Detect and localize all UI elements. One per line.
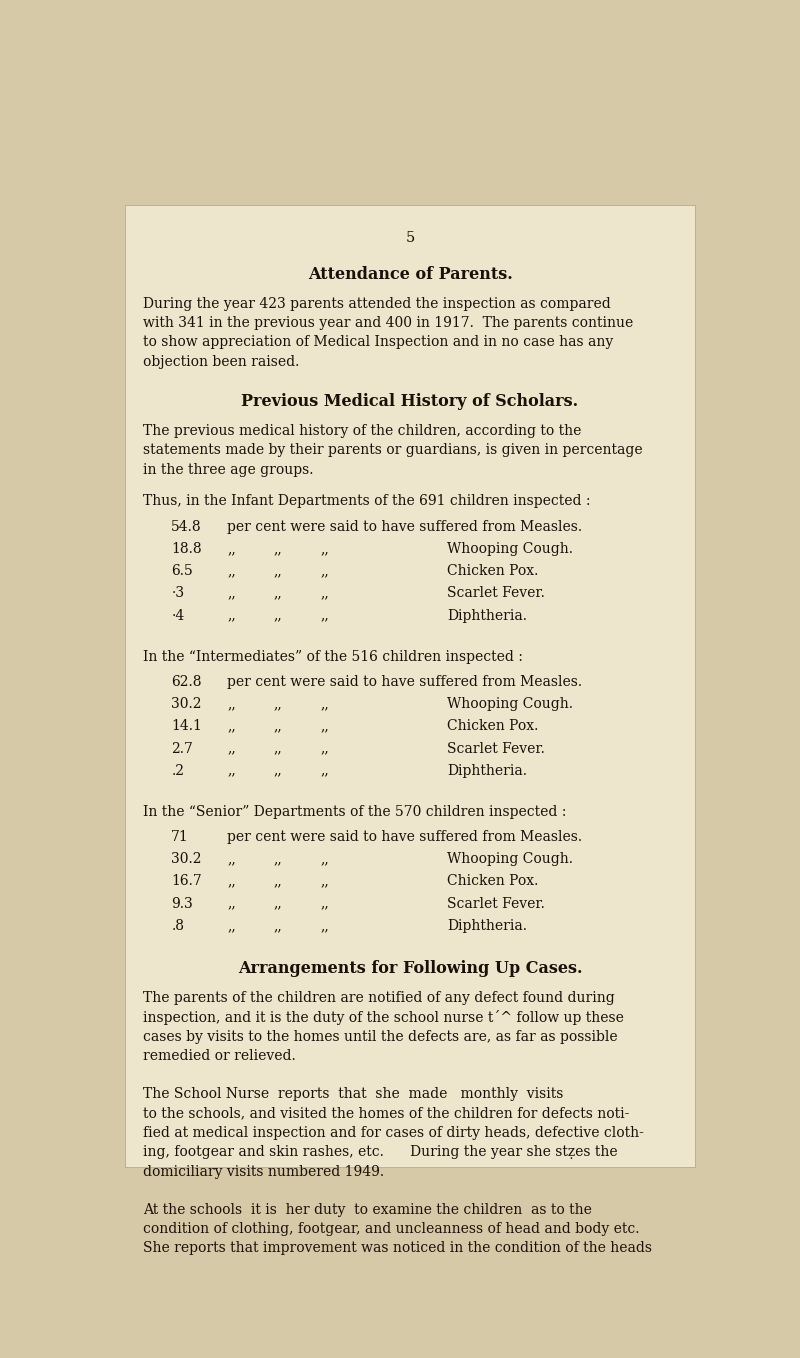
Text: ,,: ,, [227,896,236,911]
Text: ,,: ,, [320,741,329,755]
Text: ing, footgear and skin rashes, etc.      During the year she stẓes the: ing, footgear and skin rashes, etc. Duri… [143,1145,618,1160]
Text: Previous Medical History of Scholars.: Previous Medical History of Scholars. [242,392,578,410]
Text: per cent were said to have suffered from Measles.: per cent were said to have suffered from… [227,520,582,534]
Text: condition of clothing, footgear, and uncleanness of head and body etc.: condition of clothing, footgear, and unc… [143,1222,640,1236]
Text: 18.8: 18.8 [171,542,202,555]
Text: ,,: ,, [227,919,236,933]
Text: Thus, in the Infant Departments of the 691 children inspected :: Thus, in the Infant Departments of the 6… [143,494,591,508]
Text: ,,: ,, [320,720,329,733]
Text: 16.7: 16.7 [171,875,202,888]
Text: ,,: ,, [274,875,282,888]
Text: 30.2: 30.2 [171,853,202,866]
Text: in the three age groups.: in the three age groups. [143,463,314,477]
Text: ,,: ,, [274,608,282,622]
Text: objection been raised.: objection been raised. [143,354,300,369]
Text: ,,: ,, [320,697,329,712]
Text: ,,: ,, [320,608,329,622]
Text: to show appreciation of Medical Inspection and in no case has any: to show appreciation of Medical Inspecti… [143,335,614,349]
Text: 2.7: 2.7 [171,741,193,755]
Text: The School Nurse  reports  that  she  made   monthly  visits: The School Nurse reports that she made m… [143,1088,564,1101]
Text: ,,: ,, [227,542,236,555]
Text: Scarlet Fever.: Scarlet Fever. [447,896,545,911]
Text: Scarlet Fever.: Scarlet Fever. [447,741,545,755]
Text: ,,: ,, [274,853,282,866]
Text: 30.2: 30.2 [171,697,202,712]
Text: 5: 5 [406,231,414,244]
Text: Attendance of Parents.: Attendance of Parents. [308,266,512,282]
Text: ,,: ,, [227,875,236,888]
Text: ,,: ,, [274,919,282,933]
Text: ,,: ,, [227,587,236,600]
Text: ,,: ,, [274,587,282,600]
Text: cases by visits to the homes until the defects are, as far as possible: cases by visits to the homes until the d… [143,1029,618,1044]
Text: per cent were said to have suffered from Measles.: per cent were said to have suffered from… [227,675,582,689]
Text: ,,: ,, [320,875,329,888]
Text: Scarlet Fever.: Scarlet Fever. [447,587,545,600]
Text: inspection, and it is the duty of the school nurse t´^ follow up these: inspection, and it is the duty of the sc… [143,1010,624,1025]
Text: The previous medical history of the children, according to the: The previous medical history of the chil… [143,424,582,437]
Text: remedied or relieved.: remedied or relieved. [143,1048,296,1063]
Text: 6.5: 6.5 [171,564,193,579]
Text: ,,: ,, [227,608,236,622]
Text: In the “Senior” Departments of the 570 children inspected :: In the “Senior” Departments of the 570 c… [143,805,566,819]
Text: 9.3: 9.3 [171,896,193,911]
Text: ,,: ,, [227,763,236,778]
Text: ,,: ,, [274,896,282,911]
Text: .2: .2 [171,763,184,778]
Text: ,,: ,, [320,896,329,911]
FancyBboxPatch shape [125,205,695,1167]
Text: Diphtheria.: Diphtheria. [447,919,527,933]
Text: ,,: ,, [320,564,329,579]
Text: ,,: ,, [227,564,236,579]
Text: fied at medical inspection and for cases of dirty heads, defective cloth-: fied at medical inspection and for cases… [143,1126,644,1139]
Text: Whooping Cough.: Whooping Cough. [447,542,573,555]
Text: statements made by their parents or guardians, is given in percentage: statements made by their parents or guar… [143,443,643,458]
Text: The parents of the children are notified of any defect found during: The parents of the children are notified… [143,991,615,1005]
Text: ,,: ,, [274,720,282,733]
Text: ,,: ,, [274,763,282,778]
Text: Whooping Cough.: Whooping Cough. [447,697,573,712]
Text: Whooping Cough.: Whooping Cough. [447,853,573,866]
Text: ,,: ,, [320,853,329,866]
Text: 62.8: 62.8 [171,675,202,689]
Text: Chicken Pox.: Chicken Pox. [447,720,538,733]
Text: Diphtheria.: Diphtheria. [447,608,527,622]
Text: 14.1: 14.1 [171,720,202,733]
Text: ·4: ·4 [171,608,185,622]
Text: with 341 in the previous year and 400 in 1917.  The parents continue: with 341 in the previous year and 400 in… [143,316,634,330]
Text: ·3: ·3 [171,587,185,600]
Text: ,,: ,, [274,741,282,755]
Text: ,,: ,, [274,697,282,712]
Text: During the year 423 parents attended the inspection as compared: During the year 423 parents attended the… [143,296,611,311]
Text: Chicken Pox.: Chicken Pox. [447,875,538,888]
Text: to the schools, and visited the homes of the children for defects noti-: to the schools, and visited the homes of… [143,1107,630,1120]
Text: At the schools  it is  her duty  to examine the children  as to the: At the schools it is her duty to examine… [143,1203,592,1217]
Text: 54.8: 54.8 [171,520,202,534]
Text: ,,: ,, [227,741,236,755]
Text: Arrangements for Following Up Cases.: Arrangements for Following Up Cases. [238,960,582,976]
Text: ,,: ,, [274,564,282,579]
Text: .8: .8 [171,919,184,933]
Text: ,,: ,, [227,853,236,866]
Text: ,,: ,, [320,587,329,600]
Text: Diphtheria.: Diphtheria. [447,763,527,778]
Text: Chicken Pox.: Chicken Pox. [447,564,538,579]
Text: ,,: ,, [320,763,329,778]
Text: ,,: ,, [227,697,236,712]
Text: She reports that improvement was noticed in the condition of the heads: She reports that improvement was noticed… [143,1241,653,1255]
Text: ,,: ,, [320,919,329,933]
Text: ,,: ,, [320,542,329,555]
Text: ,,: ,, [274,542,282,555]
Text: per cent were said to have suffered from Measles.: per cent were said to have suffered from… [227,830,582,843]
Text: ,,: ,, [227,720,236,733]
Text: In the “Intermediates” of the 516 children inspected :: In the “Intermediates” of the 516 childr… [143,649,523,664]
Text: domiciliary visits numbered 1949.: domiciliary visits numbered 1949. [143,1165,385,1179]
Text: 71: 71 [171,830,189,843]
